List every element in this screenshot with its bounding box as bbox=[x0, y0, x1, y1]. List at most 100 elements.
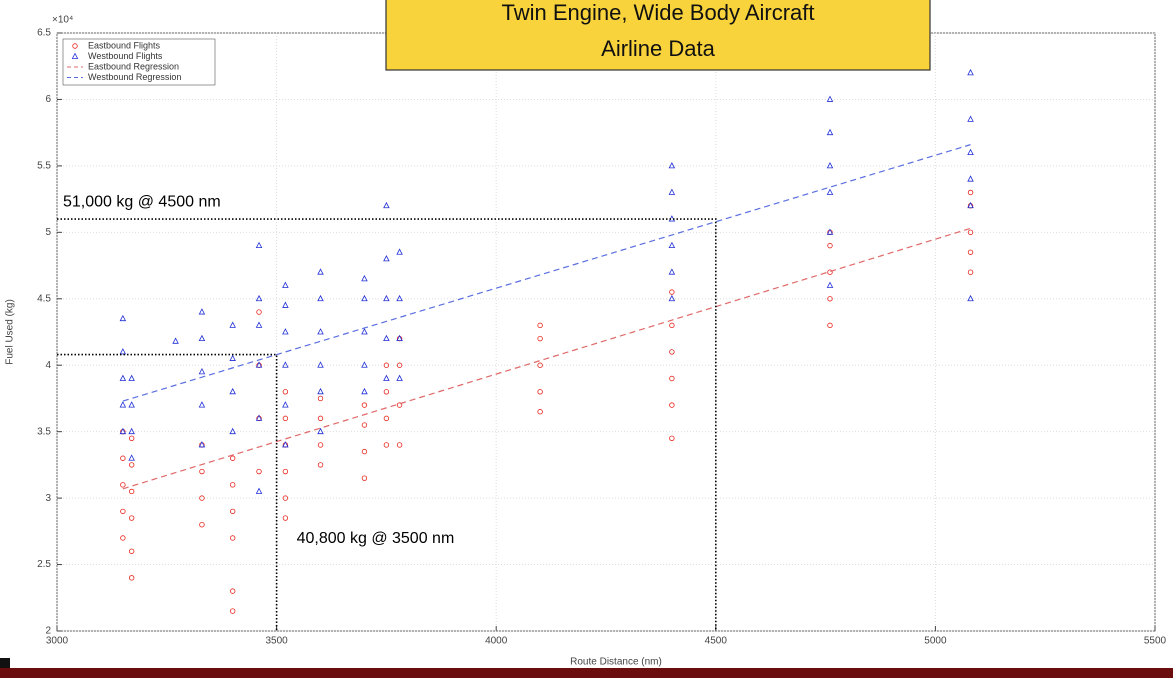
point bbox=[967, 115, 974, 122]
point bbox=[199, 468, 205, 475]
regression-line bbox=[122, 227, 971, 490]
x-axis-label: Route Distance (nm) bbox=[570, 657, 662, 668]
point bbox=[826, 228, 834, 235]
point bbox=[317, 415, 324, 422]
y-tick-label: 6.5 bbox=[37, 28, 51, 39]
point bbox=[282, 515, 289, 521]
point bbox=[361, 448, 368, 455]
point bbox=[383, 294, 390, 302]
point bbox=[383, 374, 390, 381]
point bbox=[826, 95, 834, 102]
point bbox=[967, 189, 974, 196]
x-tick-label: 5000 bbox=[924, 636, 947, 647]
y-tick-label: 2 bbox=[45, 626, 51, 637]
point bbox=[361, 402, 368, 408]
point bbox=[537, 362, 543, 368]
point bbox=[119, 427, 127, 435]
point bbox=[396, 442, 403, 448]
point bbox=[361, 274, 368, 282]
point bbox=[383, 442, 390, 448]
point bbox=[128, 401, 135, 408]
point bbox=[229, 608, 236, 614]
point bbox=[198, 308, 206, 315]
regression-line bbox=[122, 144, 971, 402]
point bbox=[128, 435, 135, 442]
point bbox=[396, 374, 403, 381]
y-multiplier: ×10⁴ bbox=[52, 15, 73, 26]
title-box bbox=[385, 0, 931, 71]
point bbox=[668, 294, 676, 302]
point bbox=[317, 294, 324, 302]
point bbox=[255, 321, 263, 328]
point bbox=[255, 414, 263, 421]
point bbox=[229, 455, 236, 461]
point bbox=[826, 188, 834, 195]
point bbox=[282, 281, 289, 288]
point bbox=[255, 241, 263, 249]
plot-area bbox=[56, 32, 1156, 632]
point bbox=[229, 482, 236, 488]
point bbox=[383, 362, 390, 368]
point bbox=[317, 427, 324, 435]
x-tick-label: 5500 bbox=[1144, 636, 1167, 647]
point bbox=[669, 322, 675, 329]
point bbox=[198, 401, 206, 408]
point bbox=[967, 269, 974, 275]
y-tick-label: 2.5 bbox=[37, 559, 51, 570]
point bbox=[256, 468, 262, 475]
point bbox=[361, 361, 368, 368]
point bbox=[361, 422, 368, 428]
point bbox=[282, 468, 289, 475]
point bbox=[396, 334, 403, 342]
point bbox=[537, 335, 543, 342]
point bbox=[282, 415, 289, 422]
point bbox=[396, 294, 403, 302]
point bbox=[383, 201, 390, 209]
point bbox=[317, 268, 324, 275]
point bbox=[827, 296, 833, 302]
annotation-label: 40,800 kg @ 3500 nm bbox=[297, 530, 455, 547]
point bbox=[282, 441, 289, 448]
y-tick-label: 5 bbox=[45, 227, 51, 238]
point bbox=[198, 367, 206, 375]
point bbox=[256, 309, 262, 315]
y-tick-label: 5.5 bbox=[37, 161, 51, 172]
point bbox=[669, 375, 675, 382]
point bbox=[229, 387, 236, 395]
legend-box bbox=[62, 38, 216, 86]
point bbox=[229, 427, 236, 435]
point bbox=[282, 328, 289, 335]
point bbox=[198, 441, 206, 448]
point bbox=[827, 242, 833, 249]
point bbox=[668, 241, 676, 249]
point bbox=[396, 248, 403, 255]
point bbox=[826, 162, 834, 169]
point bbox=[282, 401, 289, 408]
x-tick-label: 4000 bbox=[485, 636, 508, 647]
point bbox=[120, 482, 126, 488]
footer-square bbox=[0, 658, 10, 668]
point bbox=[669, 402, 675, 408]
point bbox=[967, 68, 974, 76]
point bbox=[128, 515, 135, 521]
x-tick-label: 3500 bbox=[265, 636, 288, 647]
point bbox=[128, 374, 135, 381]
point bbox=[361, 328, 368, 335]
point bbox=[317, 442, 324, 448]
point bbox=[967, 175, 974, 182]
legend-marker bbox=[71, 52, 79, 59]
point bbox=[128, 488, 135, 495]
plot: 3000 3500 4000 4500 5000 5500 2 2.5 3 3.5 4 4.5 5 5.5… bbox=[37, 28, 1166, 647]
point bbox=[967, 249, 974, 255]
y-tick-label: 3.5 bbox=[37, 426, 51, 437]
point bbox=[383, 415, 390, 422]
point bbox=[119, 374, 127, 381]
point bbox=[668, 188, 676, 195]
point bbox=[119, 314, 127, 322]
y-axis-label: Fuel Used (kg) bbox=[5, 299, 16, 365]
point bbox=[128, 548, 135, 554]
point bbox=[255, 361, 263, 368]
point bbox=[282, 495, 289, 501]
chart-title: Twin Engine, Wide Body Aircraft bbox=[501, 0, 814, 25]
